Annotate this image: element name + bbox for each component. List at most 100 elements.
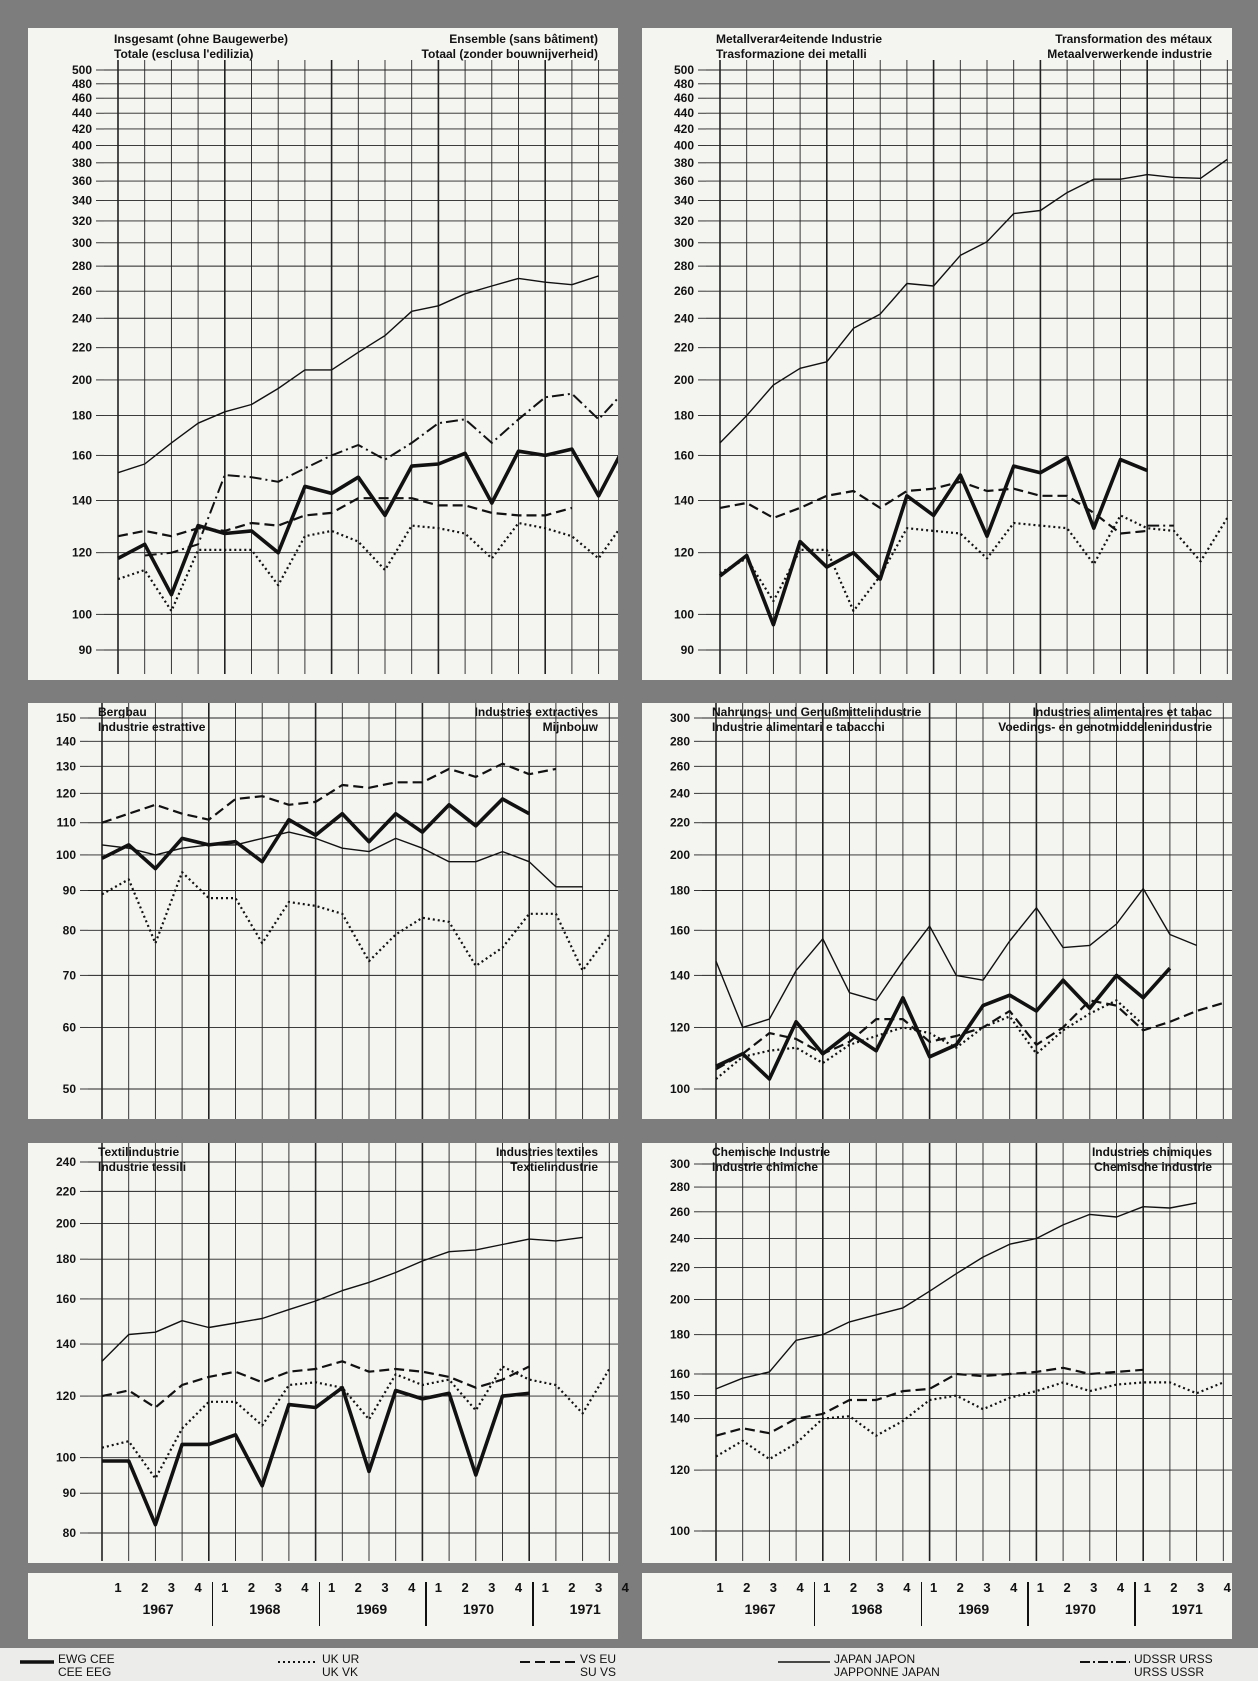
year-label: 1968	[851, 1601, 883, 1617]
y-tick-label: 220	[670, 816, 690, 830]
y-tick-label: 400	[72, 138, 92, 152]
y-tick-label: 280	[670, 734, 690, 748]
quarter-label: 1	[1143, 1580, 1151, 1595]
series-line-uk	[715, 999, 1144, 1080]
y-tick-label: 220	[56, 1184, 76, 1198]
chart-svg-4: 100 120 140 160 180 200 220 240 260 280 300	[670, 703, 1232, 1119]
year-separator	[318, 1582, 321, 1626]
quarter-label: 2	[849, 1580, 858, 1595]
series-line-eec	[101, 797, 531, 871]
y-tick-label: 220	[670, 1261, 690, 1275]
quarter-label: 4	[408, 1580, 416, 1595]
y-tick-label: 150	[56, 711, 76, 725]
y-tick-label: 50	[63, 1082, 77, 1096]
quarter-label: 2	[1063, 1580, 1071, 1595]
title-line: Industries chimiques	[1091, 1145, 1212, 1159]
series-line-jp	[101, 1236, 583, 1362]
title-line: Industrie estrattive	[98, 720, 206, 734]
series-line-jp	[719, 158, 1228, 444]
y-tick-label: 380	[72, 156, 92, 170]
quarter-label: 1	[716, 1580, 724, 1595]
y-tick-label: 420	[72, 122, 92, 136]
quarter-label: 1	[1036, 1580, 1044, 1595]
y-tick-label: 500	[72, 63, 92, 77]
y-tick-label: 360	[72, 174, 92, 188]
title-line: Chemische industrie	[1093, 1160, 1212, 1174]
y-tick-label: 120	[56, 1389, 76, 1403]
y-tick-label: 460	[72, 91, 92, 105]
quarter-label: 3	[381, 1580, 389, 1595]
y-tick-label: 120	[674, 546, 694, 560]
series-line-jp	[715, 1202, 1197, 1390]
y-tick-label: 100	[670, 1524, 690, 1538]
chart-panel-5: 80 90 100 120 140 160 180 200 220 240 Textilindust…	[28, 1143, 618, 1563]
y-tick-label: 80	[63, 923, 77, 937]
quarter-label: 1	[823, 1580, 831, 1595]
y-tick-label: 140	[670, 968, 690, 982]
y-tick-label: 300	[670, 1157, 690, 1171]
chart-svg-6: 100 120 140 150 160 180 200 220 240 260 280 300	[670, 1143, 1232, 1561]
year-separator	[1027, 1582, 1029, 1626]
quarter-label: 2	[1170, 1580, 1178, 1595]
y-tick-label: 320	[674, 214, 694, 228]
y-tick-label: 120	[56, 786, 76, 800]
y-tick-label: 220	[674, 341, 694, 355]
quarter-label: 1	[221, 1580, 229, 1595]
title-line: Bergbau	[98, 705, 147, 719]
panel-title-right: Industries alimentaires et tabac Voedings…	[998, 705, 1212, 735]
y-tick-label: 180	[674, 409, 694, 423]
title-line: Industries alimentaires et tabac	[1032, 705, 1212, 719]
quarter-label: 2	[568, 1580, 576, 1595]
y-tick-label: 460	[674, 91, 694, 105]
chart-panel-4: 100 120 140 160 180 200 220 240 260 280 300 Nahrung…	[642, 703, 1232, 1119]
year-label: 1969	[958, 1601, 990, 1617]
y-tick-label: 110	[57, 816, 77, 830]
y-tick-label: 240	[674, 311, 694, 325]
series-line-uk	[101, 1365, 611, 1480]
title-line: Chemische Industrie	[712, 1145, 831, 1159]
y-tick-label: 70	[63, 968, 77, 982]
y-tick-label: 340	[674, 193, 694, 207]
quarter-label: 4	[1223, 1580, 1231, 1595]
panel-title-left: Bergbau Industrie estrattive	[98, 705, 205, 735]
quarter-label: 2	[141, 1580, 149, 1595]
chart-panel-1: 90 100 120 140 160 180 200 220 240 260 280 300 320 34…	[28, 28, 618, 680]
y-tick-label: 260	[670, 1205, 690, 1219]
y-tick-label: 80	[63, 1526, 77, 1540]
year-separator	[920, 1582, 923, 1626]
panel-title-right: Ensemble (sans bâtiment) Totaal (zonder b…	[422, 32, 598, 62]
year-label: 1967	[142, 1601, 174, 1617]
y-tick-label: 320	[72, 214, 92, 228]
y-tick-label: 100	[72, 607, 92, 621]
y-tick-label: 140	[72, 494, 92, 508]
panel-title-right: Industries textiles Textielindustrie	[496, 1145, 598, 1175]
series-line-us	[117, 497, 573, 538]
y-tick-label: 150	[670, 1389, 690, 1403]
year-separator	[211, 1582, 214, 1626]
quarter-label: 3	[876, 1580, 884, 1595]
title-line: Totale (esclusa l'edilizia)	[114, 47, 254, 61]
panel-title-right: Transformation des métaux Metaalverwerken…	[1047, 32, 1212, 62]
y-tick-label: 260	[72, 284, 92, 298]
quarter-label: 4	[1116, 1580, 1125, 1595]
quarter-label: 2	[743, 1580, 751, 1595]
series-line-jp	[715, 887, 1197, 1029]
quarter-label: 3	[1196, 1580, 1205, 1595]
year-label: 1968	[249, 1601, 281, 1617]
quarter-label: 1	[541, 1580, 549, 1595]
quarter-label: 3	[769, 1580, 777, 1595]
y-tick-label: 120	[670, 1020, 690, 1034]
y-tick-label: 500	[674, 63, 694, 77]
time-axis-right	[642, 1573, 1232, 1639]
year-label: 1971	[1171, 1601, 1203, 1617]
title-line: Nahrungs- und Genußmittelindustrie	[712, 705, 922, 719]
y-tick-label: 140	[56, 734, 76, 748]
year-separator	[425, 1582, 427, 1626]
y-tick-label: 180	[72, 409, 92, 423]
series-line-us	[715, 999, 1224, 1071]
quarter-label: 3	[274, 1580, 282, 1595]
title-line: Ensemble (sans bâtiment)	[449, 32, 598, 46]
y-tick-label: 200	[674, 373, 694, 387]
panel-title-right: Industries extractives Mijnbouw	[475, 705, 598, 735]
quarter-label: 4	[903, 1580, 911, 1595]
